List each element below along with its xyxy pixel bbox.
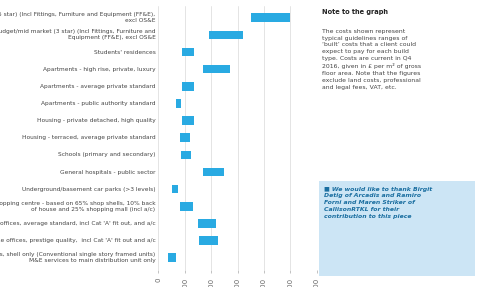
Bar — [180, 202, 192, 211]
Bar — [182, 82, 194, 91]
Bar — [251, 13, 290, 22]
Bar — [198, 219, 216, 228]
Bar — [172, 185, 178, 193]
Bar — [182, 116, 194, 125]
Bar — [204, 168, 225, 176]
Bar — [181, 151, 192, 159]
Bar — [204, 65, 229, 73]
Bar — [176, 99, 181, 108]
Bar — [180, 133, 190, 142]
Text: The costs shown represent
typical guidelines ranges of
‘built’ costs that a clie: The costs shown represent typical guidel… — [322, 29, 421, 90]
Bar — [182, 48, 194, 56]
Bar — [199, 236, 218, 245]
Text: ■ We would like to thank Birgit
Detig of Arcadis and Ramiro
Forni and Maren Stri: ■ We would like to thank Birgit Detig of… — [324, 187, 432, 219]
Bar — [208, 31, 243, 39]
Bar — [168, 253, 176, 262]
Text: Note to the graph: Note to the graph — [322, 9, 388, 15]
